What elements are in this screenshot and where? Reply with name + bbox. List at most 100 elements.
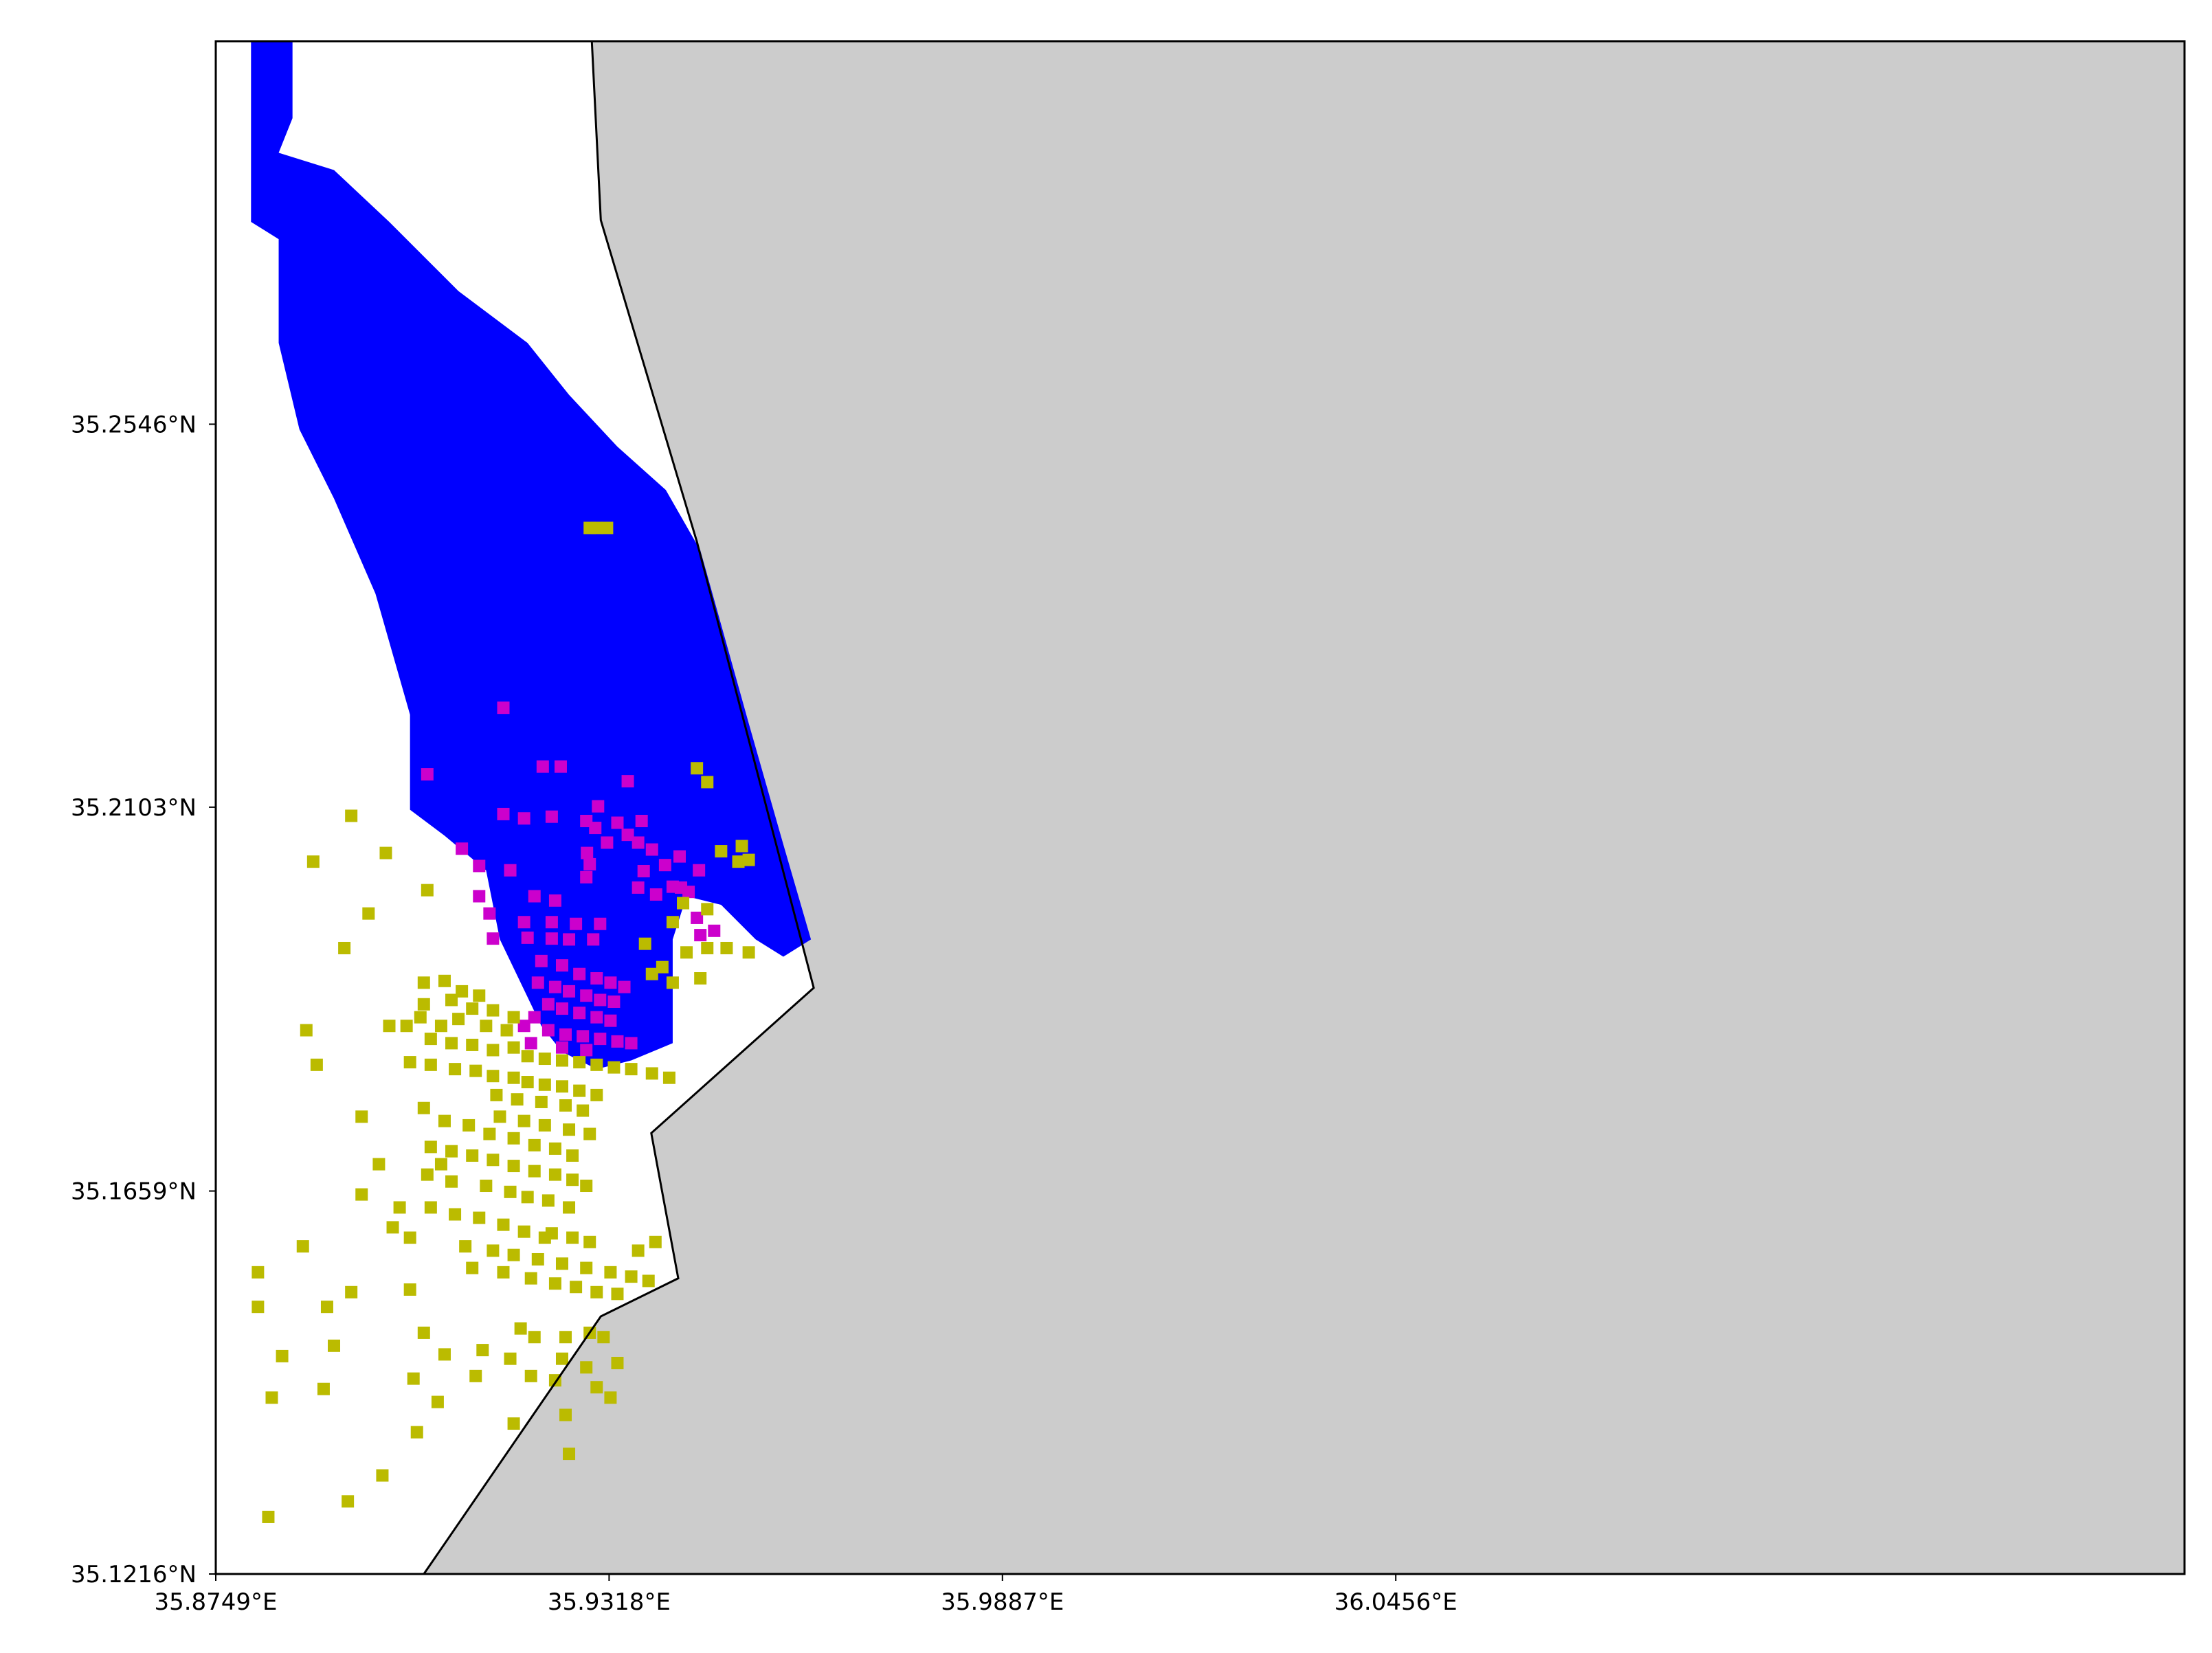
yellow-class-pixel (493, 1110, 506, 1123)
yellow-class-pixel (507, 1248, 520, 1261)
yellow-class-pixel (521, 1050, 534, 1063)
yellow-class-pixel (590, 1088, 603, 1101)
magenta-class-pixel (548, 894, 561, 907)
yellow-class-pixel (732, 855, 745, 868)
yellow-class-pixel (528, 1138, 541, 1151)
yellow-class-pixel (538, 1053, 551, 1066)
yellow-class-pixel (438, 974, 451, 987)
yellow-class-pixel (656, 960, 669, 974)
magenta-class-pixel (632, 836, 645, 849)
yellow-class-pixel (445, 1145, 458, 1158)
yellow-class-pixel (566, 1173, 579, 1187)
magenta-class-pixel (555, 1041, 568, 1054)
y-tick-label: 35.2546°N (71, 411, 197, 438)
magenta-class-pixel (594, 1033, 607, 1046)
magenta-class-pixel (528, 1011, 541, 1024)
magenta-class-pixel (421, 768, 434, 781)
yellow-class-pixel (466, 1038, 479, 1051)
land-layer (423, 41, 2185, 1574)
magenta-class-pixel (554, 760, 567, 773)
yellow-class-pixel (507, 1132, 520, 1145)
yellow-class-pixel (480, 1180, 493, 1193)
yellow-class-pixel (400, 1020, 413, 1033)
yellow-class-pixel (504, 1185, 517, 1198)
yellow-class-pixel (517, 1114, 530, 1127)
magenta-class-pixel (604, 976, 617, 989)
magenta-class-pixel (594, 917, 607, 930)
yellow-class-pixel (414, 1011, 427, 1024)
yellow-class-pixel (701, 903, 714, 916)
yellow-class-pixel (320, 1301, 333, 1314)
yellow-class-pixel (276, 1349, 289, 1362)
magenta-class-pixel (541, 998, 555, 1011)
y-tick-label: 35.1659°N (71, 1178, 197, 1206)
magenta-class-pixel (611, 816, 624, 829)
magenta-class-pixel (517, 1020, 530, 1033)
yellow-class-pixel (403, 1056, 416, 1069)
yellow-class-pixel (524, 1369, 537, 1382)
magenta-class-pixel (531, 976, 544, 989)
magenta-class-pixel (473, 859, 486, 873)
yellow-class-pixel (528, 1165, 541, 1178)
magenta-class-pixel (573, 967, 586, 980)
magenta-class-pixel (691, 911, 704, 924)
yellow-class-pixel (507, 1160, 520, 1173)
magenta-class-pixel (708, 924, 721, 937)
yellow-class-pixel (521, 1076, 534, 1089)
magenta-class-pixel (580, 1044, 593, 1057)
magenta-class-pixel (563, 985, 576, 998)
magenta-class-pixel (521, 931, 534, 944)
yellow-class-pixel (328, 1339, 341, 1352)
yellow-class-pixel (604, 1266, 617, 1279)
yellow-class-pixel (449, 1063, 462, 1076)
yellow-class-pixel (625, 1270, 638, 1283)
yellow-class-pixel (466, 1261, 479, 1274)
yellow-class-pixel (524, 1272, 537, 1285)
yellow-class-pixel (403, 1231, 416, 1244)
yellow-class-pixel (383, 1020, 396, 1033)
yellow-class-pixel (379, 846, 392, 859)
magenta-class-pixel (517, 812, 530, 825)
yellow-class-pixel (548, 1142, 561, 1155)
magenta-class-pixel (483, 907, 496, 920)
yellow-class-pixel (645, 967, 658, 980)
y-tick-label: 35.2103°N (71, 794, 197, 822)
yellow-class-pixel (601, 521, 614, 535)
yellow-class-pixel (535, 1095, 548, 1108)
yellow-class-pixel (456, 985, 469, 998)
magenta-class-pixel (504, 864, 517, 877)
magenta-class-pixel (658, 859, 671, 872)
yellow-class-pixel (580, 1180, 593, 1193)
yellow-class-pixel (566, 1149, 579, 1162)
magenta-class-pixel (666, 880, 679, 893)
yellow-class-pixel (563, 1201, 576, 1214)
yellow-class-pixel (386, 1221, 399, 1234)
yellow-class-pixel (424, 1058, 437, 1071)
magenta-class-pixel (577, 1030, 590, 1043)
yellow-class-pixel (459, 1240, 472, 1253)
magenta-class-pixel (536, 760, 549, 773)
magenta-class-pixel (573, 1007, 586, 1020)
yellow-class-pixel (590, 1381, 603, 1394)
magenta-class-pixel (581, 846, 594, 859)
yellow-class-pixel (469, 1369, 482, 1382)
yellow-class-pixel (590, 1285, 603, 1298)
yellow-class-pixel (563, 1123, 576, 1136)
yellow-class-pixel (310, 1058, 323, 1071)
yellow-class-pixel (466, 1002, 479, 1015)
magenta-class-pixel (645, 843, 658, 856)
yellow-class-pixel (642, 1274, 655, 1287)
yellow-class-pixel (424, 1201, 437, 1214)
magenta-class-pixel (497, 701, 510, 715)
yellow-class-pixel (497, 1266, 510, 1279)
yellow-class-pixel (548, 1168, 561, 1181)
yellow-class-pixel (573, 1056, 586, 1069)
yellow-class-pixel (559, 1408, 572, 1421)
magenta-class-pixel (621, 829, 634, 842)
yellow-class-pixel (421, 1168, 434, 1181)
yellow-class-pixel (521, 1191, 534, 1204)
magenta-class-pixel (545, 810, 558, 823)
yellow-class-pixel (434, 1158, 447, 1171)
magenta-class-pixel (487, 932, 500, 945)
yellow-class-pixel (466, 1149, 479, 1162)
